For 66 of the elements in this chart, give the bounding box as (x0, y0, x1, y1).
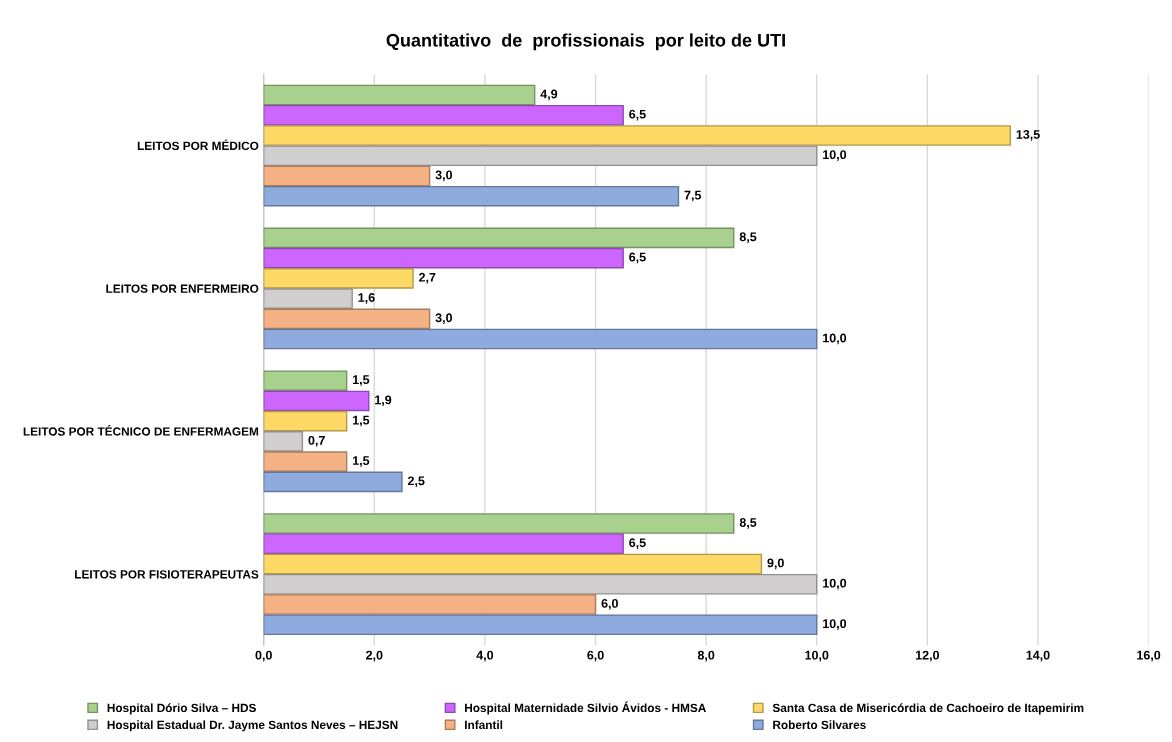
data-label: 1,5 (353, 456, 370, 467)
x-tick-label: 16,0 (1137, 650, 1161, 662)
data-label: 6,5 (629, 538, 646, 549)
x-tick-label: 2,0 (366, 650, 383, 662)
bar (263, 288, 353, 309)
x-tick-label: 6,0 (587, 650, 604, 662)
chart-title: Quantitativo de profissionais por leito de UTI (386, 33, 785, 51)
bar (263, 533, 624, 555)
legend-label: Hospital Dório Silva – HDS (107, 703, 256, 715)
bar (263, 247, 624, 269)
data-label: 1,5 (353, 375, 370, 386)
bar (263, 227, 735, 249)
data-label: 10,0 (823, 619, 847, 630)
bar (263, 84, 536, 106)
bar (263, 185, 680, 207)
y-tick-label: LEITOS POR MÉDICO (137, 139, 259, 151)
legend-label: Hospital Estadual Dr. Jayme Santos Neves – HEJSN (107, 720, 398, 732)
bar (263, 165, 431, 187)
y-tick-label: LEITOS POR ENFERMEIRO (106, 284, 259, 293)
legend-label: Roberto Silvares (773, 720, 866, 730)
bar (263, 308, 431, 330)
bar (263, 328, 818, 350)
x-tick-label: 12,0 (915, 650, 939, 662)
data-label: 2,5 (407, 476, 425, 488)
data-label: 13,5 (1016, 130, 1040, 141)
bar (263, 614, 818, 636)
bar (263, 410, 348, 432)
x-tick-label: 14,0 (1026, 650, 1050, 662)
bar (263, 471, 403, 493)
bar (263, 594, 597, 615)
legend-label: Hospital Maternidade Silvio Ávidos - HMSA (465, 701, 707, 715)
bar (263, 513, 735, 534)
legend-label: Santa Casa de Misericórdia de Cachoeiro de Itapemirim (772, 703, 1084, 715)
bar (263, 125, 1011, 146)
data-label: 10,0 (823, 578, 847, 590)
y-tick-label: LEITOS POR TÉCNICO DE ENFERMAGEM (23, 425, 259, 436)
data-label: 3,0 (435, 170, 453, 182)
data-label: 6,5 (629, 109, 646, 121)
y-tick-label: LEITOS POR FISIOTERAPEUTAS (75, 570, 259, 579)
data-label: 8,5 (739, 232, 757, 244)
data-label: 0,7 (308, 435, 325, 447)
bar (263, 431, 304, 452)
data-label: 10,0 (823, 333, 847, 345)
data-label: 6,0 (601, 598, 618, 610)
data-label: 1,5 (353, 415, 370, 427)
legend-label: Infantil (465, 720, 503, 730)
bar (263, 104, 624, 126)
data-label: 2,7 (419, 272, 436, 284)
data-label: 6,5 (629, 252, 646, 264)
bar (263, 451, 348, 472)
bar (263, 390, 370, 412)
x-tick-label: 4,0 (476, 650, 494, 662)
bar (263, 268, 414, 289)
data-label: 1,9 (375, 395, 392, 407)
data-label: 3,0 (435, 313, 453, 324)
bar (263, 553, 763, 575)
x-tick-label: 8,0 (697, 650, 715, 662)
bar (263, 370, 348, 392)
data-label: 8,5 (739, 518, 757, 529)
data-label: 7,5 (684, 190, 702, 202)
data-label: 10,0 (823, 150, 847, 161)
x-tick-label: 10,0 (805, 650, 829, 662)
data-label: 1,6 (358, 293, 375, 304)
data-label: 9,0 (767, 558, 784, 570)
x-tick-label: 0,0 (255, 650, 272, 662)
data-label: 4,9 (540, 89, 558, 101)
